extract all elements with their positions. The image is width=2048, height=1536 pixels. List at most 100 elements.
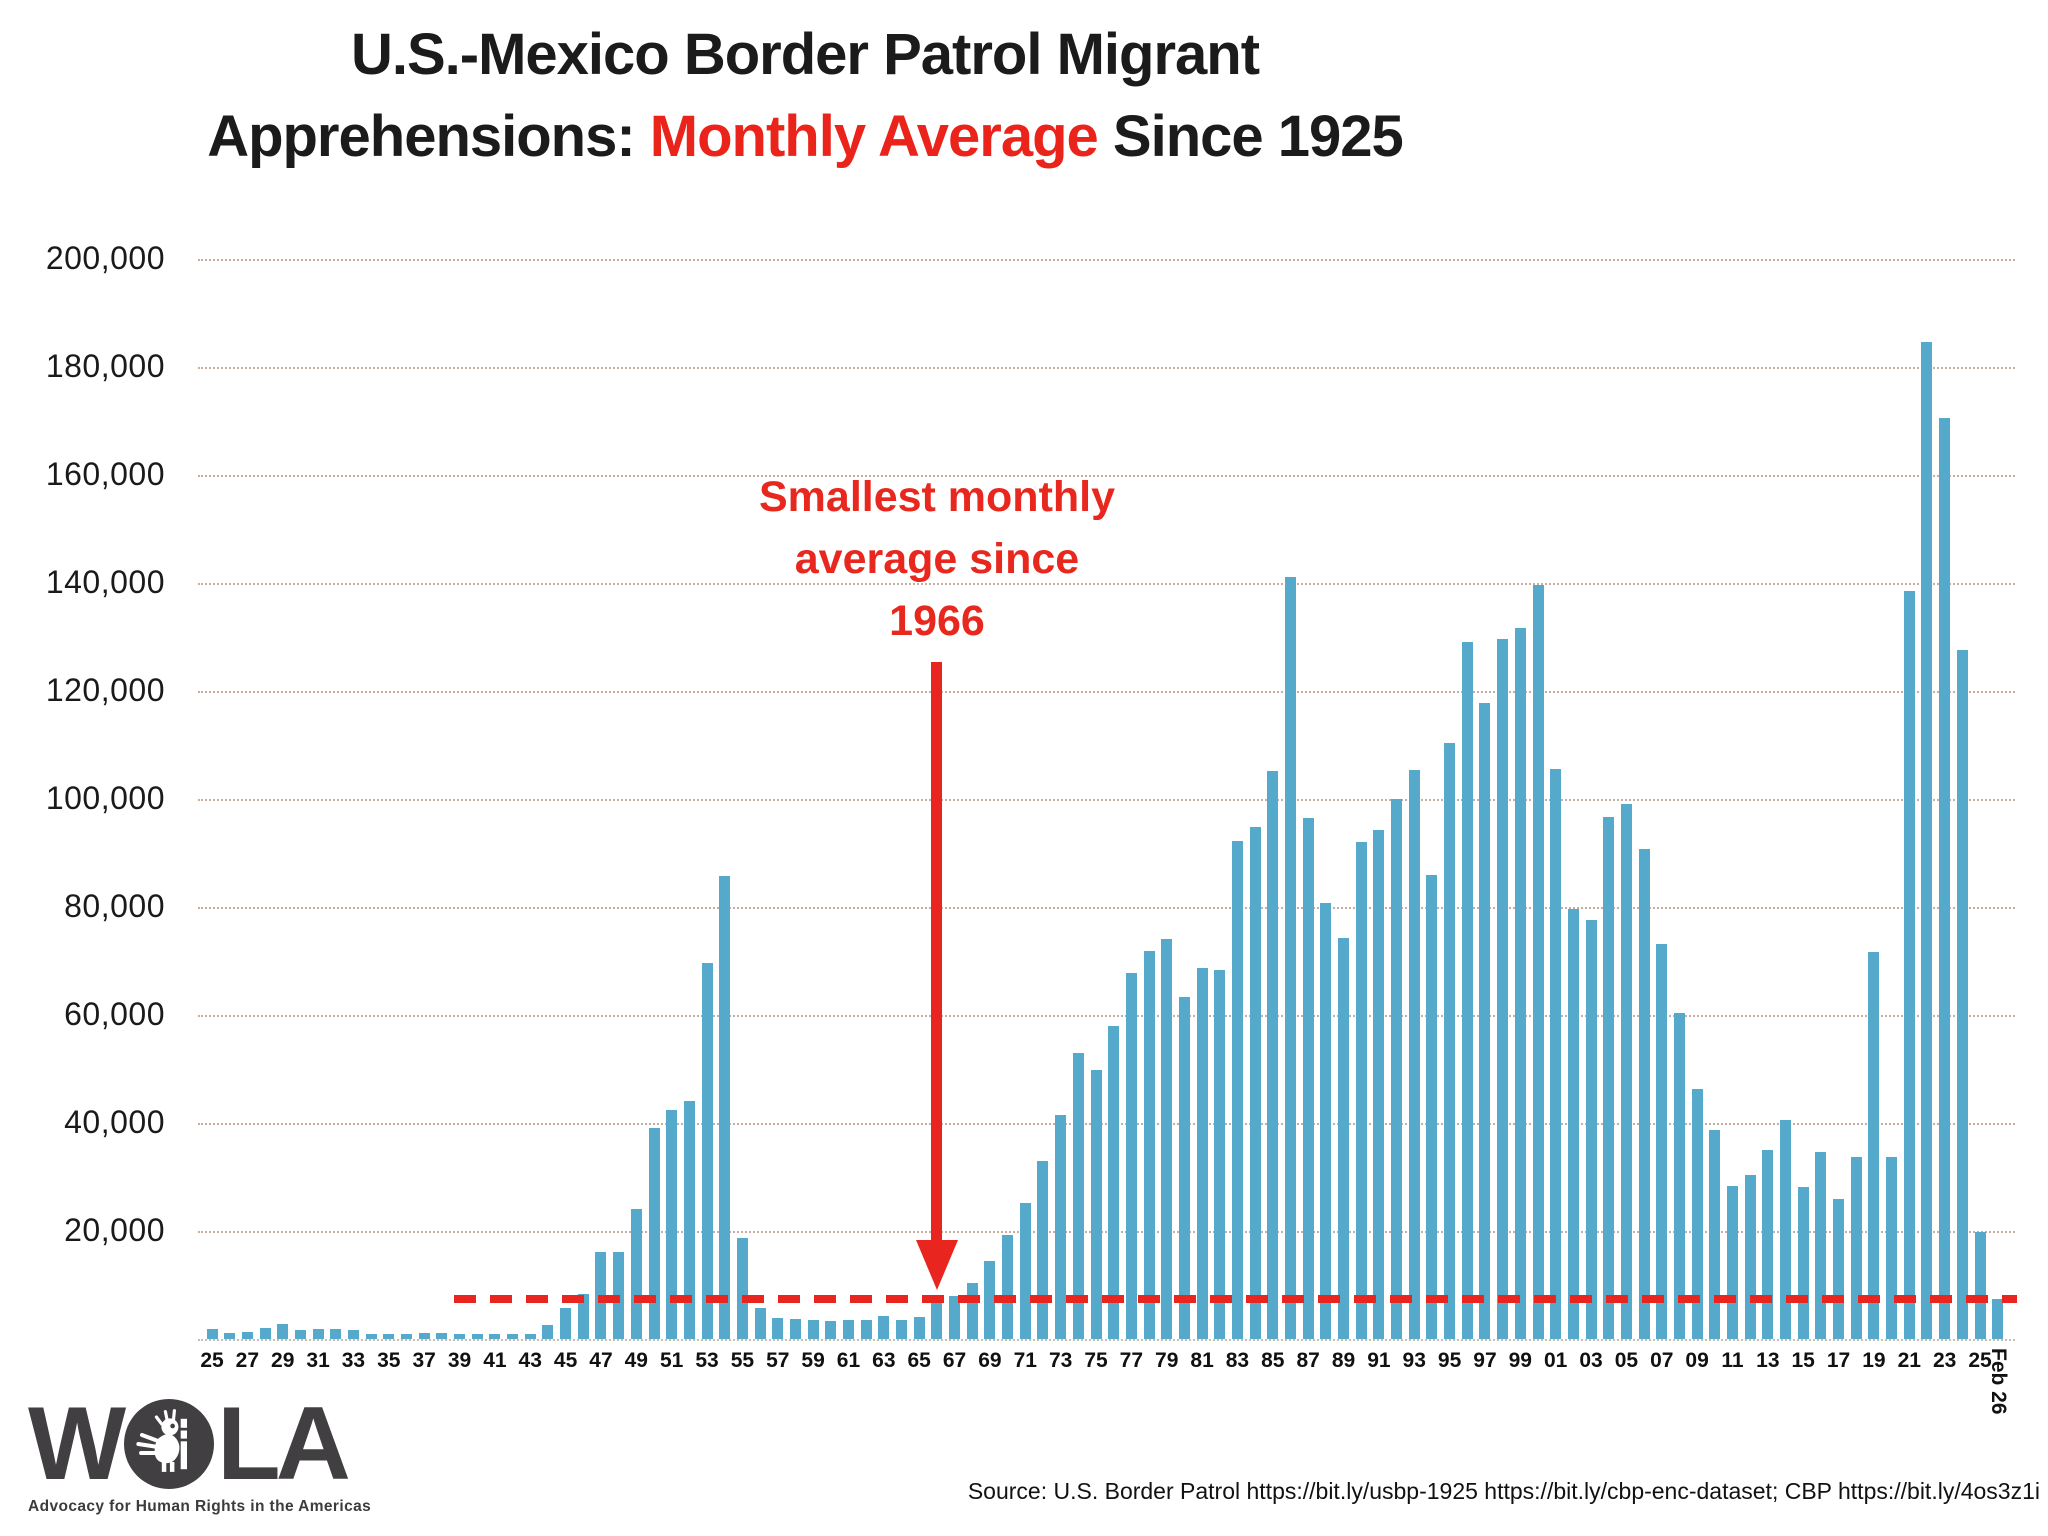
wola-logo: W bbox=[28, 1386, 372, 1516]
x-tick-2025: 25 bbox=[1968, 1349, 1992, 1372]
x-tick-1975: 75 bbox=[1084, 1349, 1108, 1372]
bar-2019 bbox=[1868, 952, 1880, 1339]
x-tick-2019: 19 bbox=[1862, 1349, 1886, 1372]
gridline-180000 bbox=[198, 367, 2015, 369]
logo-tagline: Advocacy for Human Rights in the America… bbox=[28, 1498, 372, 1515]
bar-1976 bbox=[1108, 1025, 1120, 1339]
bar-1963 bbox=[878, 1315, 890, 1339]
bar-1991 bbox=[1373, 829, 1385, 1339]
annotation-line3: 1966 bbox=[889, 597, 985, 645]
bar-1973 bbox=[1055, 1114, 1067, 1339]
bar-1964 bbox=[896, 1320, 908, 1339]
x-tick-1927: 27 bbox=[235, 1349, 260, 1372]
bar-2000 bbox=[1532, 584, 1544, 1339]
bar-1925 bbox=[206, 1329, 218, 1339]
bar-2014 bbox=[1780, 1120, 1792, 1339]
annotation-callout: Smallest monthly average since 1966 bbox=[687, 466, 1187, 652]
bar-1939 bbox=[454, 1333, 466, 1339]
bar-1928 bbox=[259, 1328, 271, 1339]
bar-1966 bbox=[931, 1303, 943, 1339]
bar-1954 bbox=[719, 876, 731, 1339]
bar-1949 bbox=[630, 1209, 642, 1339]
bar-2010 bbox=[1709, 1130, 1721, 1339]
bar-1955 bbox=[736, 1237, 748, 1339]
x-tick-1993: 93 bbox=[1402, 1349, 1426, 1372]
y-tick-120000: 120,000 bbox=[45, 672, 165, 708]
x-tick-1933: 33 bbox=[341, 1349, 366, 1372]
x-tick-1935: 35 bbox=[377, 1349, 401, 1372]
y-tick-100000: 100,000 bbox=[45, 780, 165, 816]
title-highlight: Monthly Average bbox=[649, 104, 1099, 169]
bar-1993 bbox=[1408, 770, 1420, 1339]
x-axis-baseline bbox=[198, 1339, 2015, 1341]
x-tick-1945: 45 bbox=[553, 1349, 578, 1372]
bar-1926 bbox=[224, 1333, 236, 1339]
x-tick-2013: 13 bbox=[1756, 1349, 1780, 1372]
bar-2002 bbox=[1567, 909, 1579, 1339]
bar-2021 bbox=[1903, 591, 1915, 1339]
x-tick-1929: 29 bbox=[271, 1349, 295, 1372]
bar-2024 bbox=[1956, 650, 1968, 1339]
bar-1986 bbox=[1284, 577, 1296, 1339]
bar-1997 bbox=[1479, 703, 1491, 1339]
gridline-100000 bbox=[198, 799, 2015, 801]
bar-1989 bbox=[1338, 937, 1350, 1339]
chart-title: U.S.-Mexico Border Patrol Migrant Appreh… bbox=[55, 14, 1555, 178]
bar-1979 bbox=[1161, 939, 1173, 1339]
x-tick-1965: 65 bbox=[907, 1349, 931, 1372]
bar-2008 bbox=[1673, 1013, 1685, 1339]
bar-2015 bbox=[1797, 1187, 1809, 1339]
x-tick-2015: 15 bbox=[1791, 1349, 1815, 1372]
x-tick-1977: 77 bbox=[1119, 1349, 1144, 1372]
x-tick-1999: 99 bbox=[1508, 1349, 1532, 1372]
bar-1982 bbox=[1214, 970, 1226, 1339]
gridline-40000 bbox=[198, 1123, 2015, 1125]
bar-2013 bbox=[1762, 1149, 1774, 1339]
plot-area bbox=[195, 259, 2015, 1341]
x-tick-2001: 01 bbox=[1543, 1349, 1568, 1372]
x-tick-1953: 53 bbox=[695, 1349, 719, 1372]
bar-1985 bbox=[1267, 770, 1279, 1339]
x-tick-1937: 37 bbox=[412, 1349, 436, 1372]
x-tick-1951: 51 bbox=[659, 1349, 684, 1372]
bar-1987 bbox=[1302, 817, 1314, 1339]
title-suffix: Since 1925 bbox=[1097, 104, 1404, 169]
gridline-140000 bbox=[198, 583, 2015, 585]
x-tick-2021: 21 bbox=[1897, 1349, 1921, 1372]
bar-1950 bbox=[648, 1128, 660, 1339]
x-tick-1925: 25 bbox=[200, 1349, 224, 1372]
bar-1972 bbox=[1037, 1160, 1049, 1339]
x-tick-1985: 85 bbox=[1261, 1349, 1285, 1372]
bar-2023 bbox=[1939, 418, 1951, 1339]
x-tick-1955: 55 bbox=[730, 1349, 755, 1372]
chart-title-line2: Apprehensions: Monthly Average Since 192… bbox=[55, 96, 1555, 178]
y-tick-80000: 80,000 bbox=[64, 888, 165, 924]
bar-1933 bbox=[347, 1329, 359, 1339]
x-tick-2003: 03 bbox=[1579, 1349, 1603, 1372]
bar-1946 bbox=[577, 1294, 589, 1339]
logo-letter-w: W bbox=[28, 1386, 126, 1502]
bar-1958 bbox=[789, 1318, 801, 1339]
bar-2001 bbox=[1550, 769, 1562, 1339]
gridline-20000 bbox=[198, 1231, 2015, 1233]
x-tick-1991: 91 bbox=[1367, 1349, 1391, 1372]
bar-1992 bbox=[1391, 799, 1403, 1339]
bar-1970 bbox=[1002, 1234, 1014, 1339]
bar-1945 bbox=[560, 1307, 572, 1339]
bar-2016 bbox=[1815, 1151, 1827, 1339]
bar-1998 bbox=[1497, 638, 1509, 1339]
annotation-arrow-head-icon bbox=[915, 1240, 958, 1290]
x-tick-2011: 11 bbox=[1721, 1349, 1744, 1372]
gridline-200000 bbox=[198, 259, 2015, 261]
x-tick-1959: 59 bbox=[801, 1349, 825, 1372]
bar-1938 bbox=[436, 1333, 448, 1339]
bar-1953 bbox=[701, 963, 713, 1339]
y-tick-140000: 140,000 bbox=[45, 564, 165, 600]
x-tick-1997: 97 bbox=[1473, 1349, 1497, 1372]
x-tick-1941: 41 bbox=[483, 1349, 507, 1372]
y-tick-160000: 160,000 bbox=[45, 456, 165, 492]
x-tick-2017: 17 bbox=[1826, 1349, 1851, 1372]
bar-1952 bbox=[683, 1101, 695, 1339]
annotation-arrow-shaft bbox=[931, 662, 943, 1242]
